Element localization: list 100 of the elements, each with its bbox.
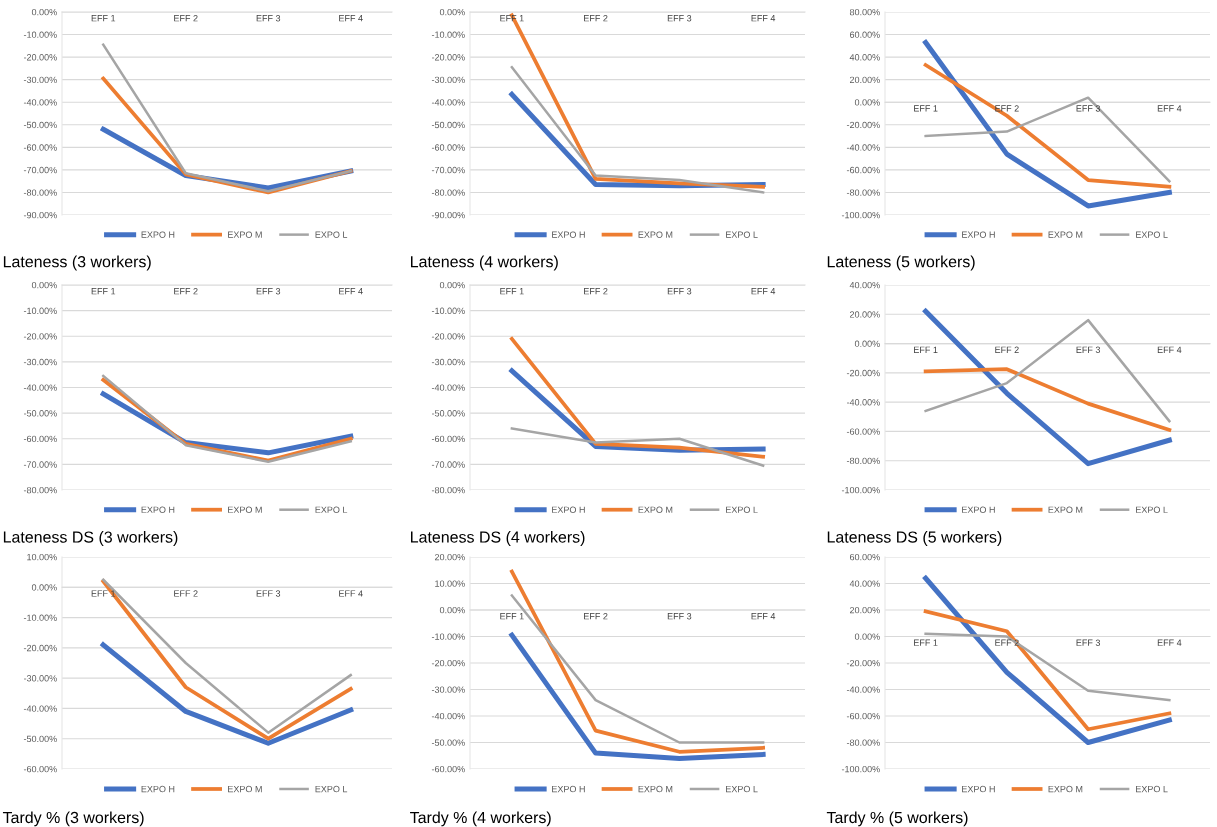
y-tick-label: -80.00% bbox=[23, 189, 57, 196]
legend-label: EXPO M bbox=[638, 506, 673, 513]
y-tick-label: 0.00% bbox=[439, 606, 465, 614]
y-tick-label: -70.00% bbox=[23, 461, 57, 468]
y-tick-label: -10.00% bbox=[23, 614, 57, 621]
legend-label: EXPO M bbox=[1048, 785, 1083, 793]
line-series bbox=[510, 336, 766, 459]
x-tick-label: EFF 4 bbox=[751, 613, 776, 620]
x-tick-label: EFF 3 bbox=[256, 15, 281, 22]
y-tick-label: 60.00% bbox=[849, 553, 880, 561]
y-tick-label: 80.00% bbox=[849, 8, 880, 16]
y-tick-label: -40.00% bbox=[846, 686, 880, 693]
legend-label: EXPO L bbox=[1136, 785, 1168, 793]
y-tick-label: 10.00% bbox=[27, 553, 57, 561]
y-tick-label: -20.00% bbox=[431, 333, 465, 340]
y-tick-label: -10.00% bbox=[23, 31, 57, 38]
x-tick-label: EFF 4 bbox=[339, 590, 363, 597]
y-tick-label: -50.00% bbox=[431, 739, 465, 746]
y-tick-label: -20.00% bbox=[431, 659, 465, 667]
legend-label: EXPO M bbox=[228, 785, 262, 793]
y-tick-label: -10.00% bbox=[431, 307, 465, 314]
legend-label: EXPO H bbox=[552, 785, 585, 793]
legend-label: EXPO L bbox=[315, 506, 348, 513]
y-tick-label: -20.00% bbox=[23, 54, 57, 61]
y-tick-label: -70.00% bbox=[431, 166, 465, 174]
x-tick-label: EFF 1 bbox=[500, 613, 524, 620]
y-tick-label: -60.00% bbox=[431, 765, 465, 773]
y-tick-label: -30.00% bbox=[23, 675, 57, 682]
y-tick-label: -100.00% bbox=[841, 765, 880, 773]
x-tick-label: EFF 3 bbox=[667, 613, 692, 620]
y-tick-label: -100.00% bbox=[841, 486, 880, 494]
y-tick-label: 60.00% bbox=[849, 31, 880, 38]
y-tick-label: -30.00% bbox=[23, 76, 57, 84]
legend-label: EXPO H bbox=[141, 506, 175, 513]
x-tick-label: EFF 1 bbox=[91, 590, 116, 597]
legend-label: EXPO M bbox=[638, 785, 673, 793]
legend-label: EXPO H bbox=[962, 506, 995, 513]
legend-label: EXPO H bbox=[552, 231, 585, 238]
y-tick-label: 40.00% bbox=[849, 580, 880, 587]
y-tick-label: -60.00% bbox=[431, 435, 465, 443]
y-tick-label: 20.00% bbox=[434, 553, 465, 561]
y-tick-label: -40.00% bbox=[431, 99, 465, 106]
y-tick-label: -70.00% bbox=[23, 166, 57, 174]
y-tick-label: -50.00% bbox=[23, 410, 57, 417]
legend-label: EXPO L bbox=[726, 231, 758, 238]
y-tick-label: -20.00% bbox=[23, 333, 57, 340]
legend-label: EXPO M bbox=[638, 231, 673, 238]
legend-label: EXPO L bbox=[726, 506, 758, 513]
y-tick-label: -40.00% bbox=[431, 384, 465, 391]
x-tick-label: EFF 3 bbox=[1076, 105, 1101, 112]
text: Lateness DS (3 workers) bbox=[3, 531, 178, 546]
y-tick-label: -70.00% bbox=[431, 461, 465, 468]
legend-label: EXPO L bbox=[315, 785, 348, 793]
y-tick-label: 0.00% bbox=[439, 281, 465, 289]
text: Tardy % (5 workers) bbox=[826, 811, 968, 827]
line-series bbox=[102, 43, 352, 193]
legend-label: EXPO M bbox=[1048, 231, 1083, 238]
y-tick-label: -90.00% bbox=[23, 211, 57, 219]
y-tick-label: -20.00% bbox=[23, 644, 57, 652]
y-tick-label: -60.00% bbox=[23, 144, 57, 151]
text: Tardy % (4 workers) bbox=[410, 811, 551, 827]
y-tick-label: -80.00% bbox=[431, 189, 465, 196]
x-tick-label: EFF 2 bbox=[584, 613, 608, 620]
text: Lateness (3 workers) bbox=[3, 255, 151, 271]
y-tick-label: -60.00% bbox=[846, 428, 880, 435]
x-tick-label: EFF 3 bbox=[1076, 346, 1101, 353]
y-tick-label: -40.00% bbox=[23, 705, 57, 712]
x-tick-label: EFF 2 bbox=[174, 15, 198, 22]
x-tick-label: EFF 3 bbox=[667, 15, 692, 22]
legend-label: EXPO H bbox=[141, 231, 175, 238]
y-tick-label: -10.00% bbox=[431, 633, 465, 640]
x-tick-label: EFF 2 bbox=[174, 288, 198, 295]
y-tick-label: -80.00% bbox=[23, 486, 57, 494]
y-tick-label: 20.00% bbox=[849, 311, 880, 318]
x-tick-label: EFF 1 bbox=[914, 346, 938, 353]
y-tick-label: -20.00% bbox=[846, 659, 880, 667]
y-tick-label: -60.00% bbox=[23, 435, 57, 443]
y-tick-label: -40.00% bbox=[846, 399, 880, 406]
y-tick-label: 0.00% bbox=[854, 99, 880, 106]
y-tick-label: 0.00% bbox=[854, 340, 880, 347]
x-tick-label: EFF 1 bbox=[91, 15, 116, 22]
text: Tardy % (3 workers) bbox=[2, 811, 144, 827]
x-tick-label: EFF 2 bbox=[584, 15, 608, 22]
legend-label: EXPO L bbox=[1136, 506, 1168, 513]
legend-label: EXPO M bbox=[228, 231, 262, 238]
line-series bbox=[923, 367, 1172, 432]
x-tick-label: EFF 1 bbox=[914, 105, 938, 112]
y-tick-label: -60.00% bbox=[846, 712, 880, 720]
y-tick-label: -20.00% bbox=[431, 54, 465, 61]
x-tick-label: EFF 3 bbox=[667, 288, 692, 295]
y-tick-label: -10.00% bbox=[23, 307, 57, 314]
y-tick-label: -10.00% bbox=[431, 31, 465, 38]
x-tick-label: EFF 1 bbox=[91, 288, 116, 295]
legend-label: EXPO H bbox=[552, 506, 585, 513]
y-tick-label: 10.00% bbox=[435, 580, 465, 587]
y-tick-label: -20.00% bbox=[846, 369, 880, 377]
legend-label: EXPO L bbox=[315, 231, 348, 238]
x-tick-label: EFF 1 bbox=[500, 288, 524, 295]
y-tick-label: -30.00% bbox=[23, 358, 57, 366]
y-tick-label: 20.00% bbox=[849, 606, 880, 614]
